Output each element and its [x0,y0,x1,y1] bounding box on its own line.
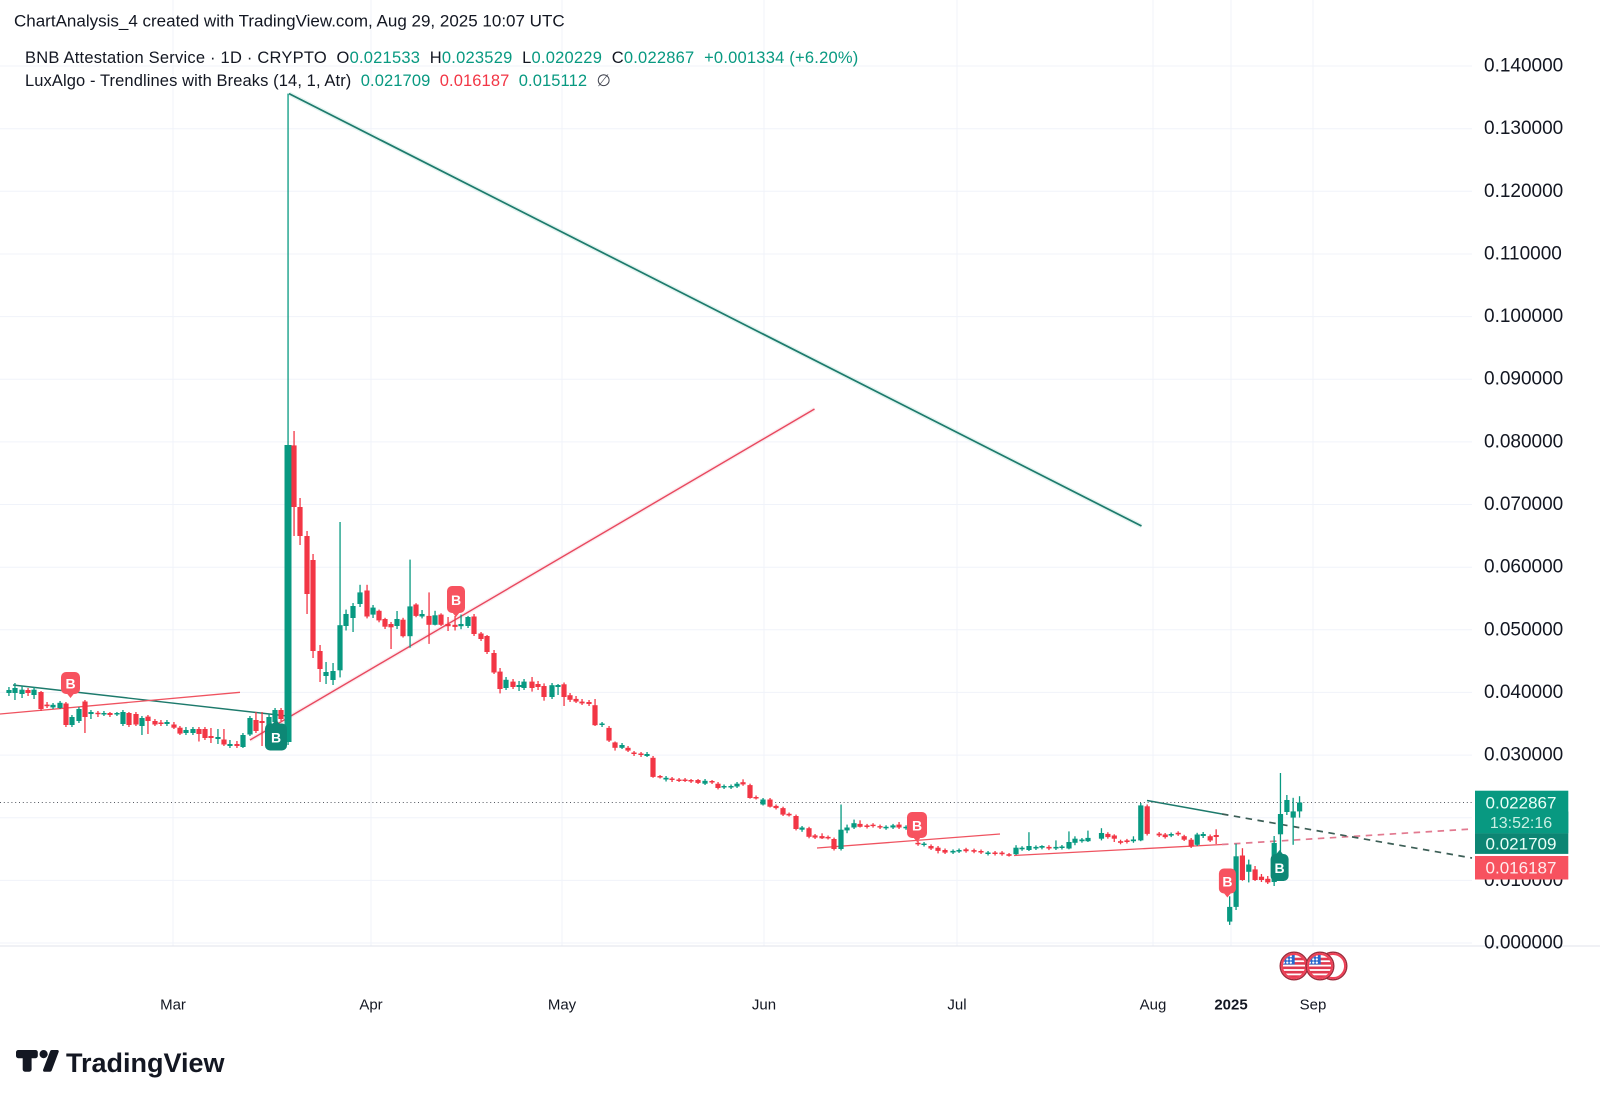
svg-text:0.021709: 0.021709 [1486,835,1557,854]
svg-text:TradingView: TradingView [66,1048,226,1078]
svg-text:0.050000: 0.050000 [1484,619,1563,640]
svg-text:Jun: Jun [752,997,776,1014]
svg-text:Apr: Apr [359,997,382,1014]
svg-text:0.130000: 0.130000 [1484,118,1563,139]
svg-text:BNB Attestation Service · 1D ·: BNB Attestation Service · 1D · CRYPTO O0… [25,49,858,67]
svg-text:0.016187: 0.016187 [1486,859,1557,878]
svg-text:B: B [912,818,922,834]
svg-text:LuxAlgo - Trendlines with Brea: LuxAlgo - Trendlines with Breaks (14, 1,… [25,72,611,90]
svg-text:Sep: Sep [1300,997,1327,1014]
svg-text:Mar: Mar [160,997,186,1014]
svg-text:0.022867: 0.022867 [1486,794,1557,813]
svg-text:Aug: Aug [1140,997,1167,1014]
svg-text:B: B [271,730,281,746]
svg-text:0.100000: 0.100000 [1484,306,1563,327]
svg-text:0.080000: 0.080000 [1484,431,1563,452]
svg-text:B: B [1222,874,1232,890]
svg-text:B: B [65,676,75,692]
svg-text:0.090000: 0.090000 [1484,369,1563,390]
svg-text:ChartAnalysis_4 created with T: ChartAnalysis_4 created with TradingView… [14,12,565,31]
svg-text:0.060000: 0.060000 [1484,557,1563,578]
svg-text:0.110000: 0.110000 [1484,244,1562,265]
svg-text:0.140000: 0.140000 [1484,56,1563,77]
svg-text:0.040000: 0.040000 [1484,682,1563,703]
svg-text:May: May [548,997,577,1014]
svg-text:0.120000: 0.120000 [1484,181,1563,202]
svg-text:0.030000: 0.030000 [1484,745,1563,766]
svg-text:13:52:16: 13:52:16 [1490,815,1552,832]
svg-text:Jul: Jul [947,997,966,1014]
svg-text:B: B [1275,860,1285,876]
svg-text:2025: 2025 [1214,997,1247,1014]
svg-text:B: B [451,592,461,608]
svg-text:0.070000: 0.070000 [1484,494,1563,515]
svg-text:0.000000: 0.000000 [1484,933,1563,954]
